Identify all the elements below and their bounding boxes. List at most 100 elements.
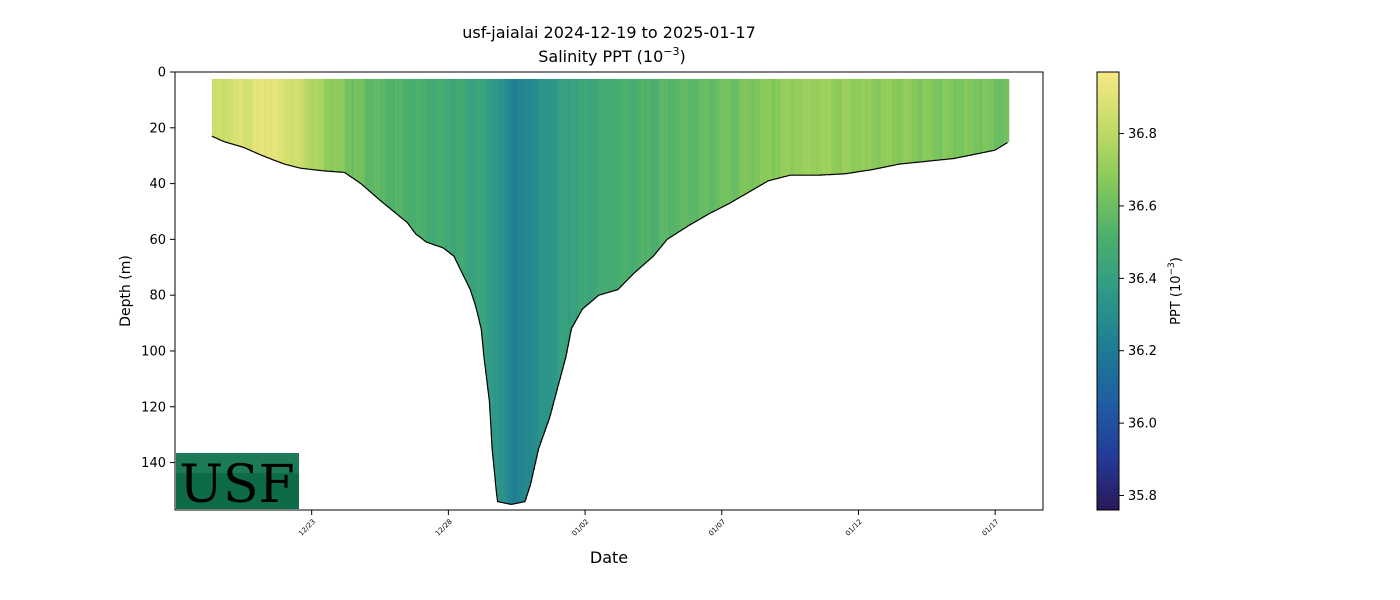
salinity-column <box>632 78 635 274</box>
salinity-column <box>745 78 747 194</box>
salinity-column <box>705 78 708 216</box>
salinity-column <box>671 78 673 237</box>
salinity-column <box>514 78 516 504</box>
salinity-column <box>303 78 306 169</box>
salinity-column <box>616 78 619 290</box>
salinity-column <box>407 78 410 224</box>
salinity-column <box>869 78 872 170</box>
salinity-column <box>650 78 653 258</box>
salinity-column <box>714 78 717 211</box>
salinity-column <box>624 78 627 282</box>
colorbar-tick-label: 36.8 <box>1128 127 1157 142</box>
salinity-column <box>716 78 719 210</box>
salinity-column <box>375 78 378 198</box>
salinity-column <box>298 78 300 168</box>
salinity-column <box>936 78 939 161</box>
salinity-column <box>930 78 933 161</box>
salinity-column <box>641 78 643 267</box>
salinity-column <box>889 78 892 166</box>
salinity-column <box>981 78 984 153</box>
salinity-column <box>414 78 416 233</box>
salinity-column <box>910 78 913 163</box>
salinity-column <box>231 78 233 144</box>
salinity-column <box>765 78 768 182</box>
salinity-column <box>842 78 844 174</box>
salinity-column <box>770 78 773 180</box>
salinity-column <box>735 78 738 200</box>
salinity-column <box>225 78 228 143</box>
salinity-column <box>291 78 293 166</box>
salinity-column <box>470 78 473 292</box>
salinity-column <box>818 78 821 176</box>
plot-area <box>211 78 1010 506</box>
salinity-column <box>263 78 266 157</box>
salinity-column <box>365 78 367 188</box>
salinity-column <box>285 78 288 165</box>
salinity-column <box>925 78 928 162</box>
salinity-column <box>533 78 535 470</box>
salinity-column <box>348 78 351 176</box>
salinity-column <box>870 78 873 170</box>
salinity-column <box>1007 78 1010 143</box>
salinity-column <box>529 78 531 487</box>
salinity-column <box>631 78 634 275</box>
salinity-column <box>310 78 313 170</box>
salinity-column <box>921 78 924 162</box>
salinity-column <box>950 78 952 159</box>
salinity-column <box>918 78 921 163</box>
salinity-column <box>579 78 582 313</box>
salinity-column <box>555 78 557 395</box>
salinity-column <box>835 78 837 175</box>
salinity-column <box>699 78 702 219</box>
salinity-column <box>359 78 362 184</box>
salinity-column <box>831 78 833 175</box>
salinity-column <box>289 78 292 166</box>
salinity-column <box>262 78 265 156</box>
salinity-column <box>962 78 965 157</box>
salinity-column <box>246 78 248 149</box>
salinity-column <box>481 78 483 336</box>
salinity-column <box>885 78 888 167</box>
x-tick-label: 01/02 <box>571 518 591 538</box>
salinity-column <box>288 78 291 166</box>
chart-subtitle: Salinity PPT (10−3) <box>538 45 686 66</box>
salinity-column <box>687 78 690 226</box>
salinity-column <box>740 78 743 197</box>
salinity-column <box>385 78 388 206</box>
salinity-column <box>214 78 217 138</box>
salinity-column <box>426 78 429 243</box>
salinity-column <box>429 78 432 244</box>
x-tick-label: 01/17 <box>981 518 1001 538</box>
salinity-column <box>732 78 735 202</box>
salinity-column <box>840 78 843 174</box>
salinity-column <box>947 78 950 160</box>
salinity-column <box>273 78 276 161</box>
y-tick-label: 60 <box>149 233 166 248</box>
salinity-column <box>240 78 243 147</box>
salinity-column <box>794 78 796 176</box>
salinity-column <box>587 78 590 304</box>
salinity-column <box>792 78 795 176</box>
salinity-column <box>773 78 776 180</box>
salinity-column <box>352 78 355 179</box>
salinity-column <box>684 78 687 228</box>
salinity-column <box>775 78 777 179</box>
salinity-column <box>713 78 716 212</box>
salinity-column <box>729 78 732 203</box>
salinity-column <box>827 78 829 175</box>
salinity-column <box>662 78 665 244</box>
salinity-column <box>466 78 468 283</box>
salinity-column <box>557 78 560 385</box>
salinity-column <box>738 78 740 198</box>
salinity-column <box>431 78 434 245</box>
salinity-column <box>304 78 307 169</box>
salinity-column <box>233 78 236 145</box>
salinity-column <box>239 78 242 147</box>
salinity-column <box>333 78 336 172</box>
salinity-column <box>410 78 412 228</box>
salinity-column <box>1004 78 1007 144</box>
salinity-column <box>597 78 600 296</box>
salinity-column <box>501 78 504 503</box>
salinity-column <box>479 78 482 326</box>
